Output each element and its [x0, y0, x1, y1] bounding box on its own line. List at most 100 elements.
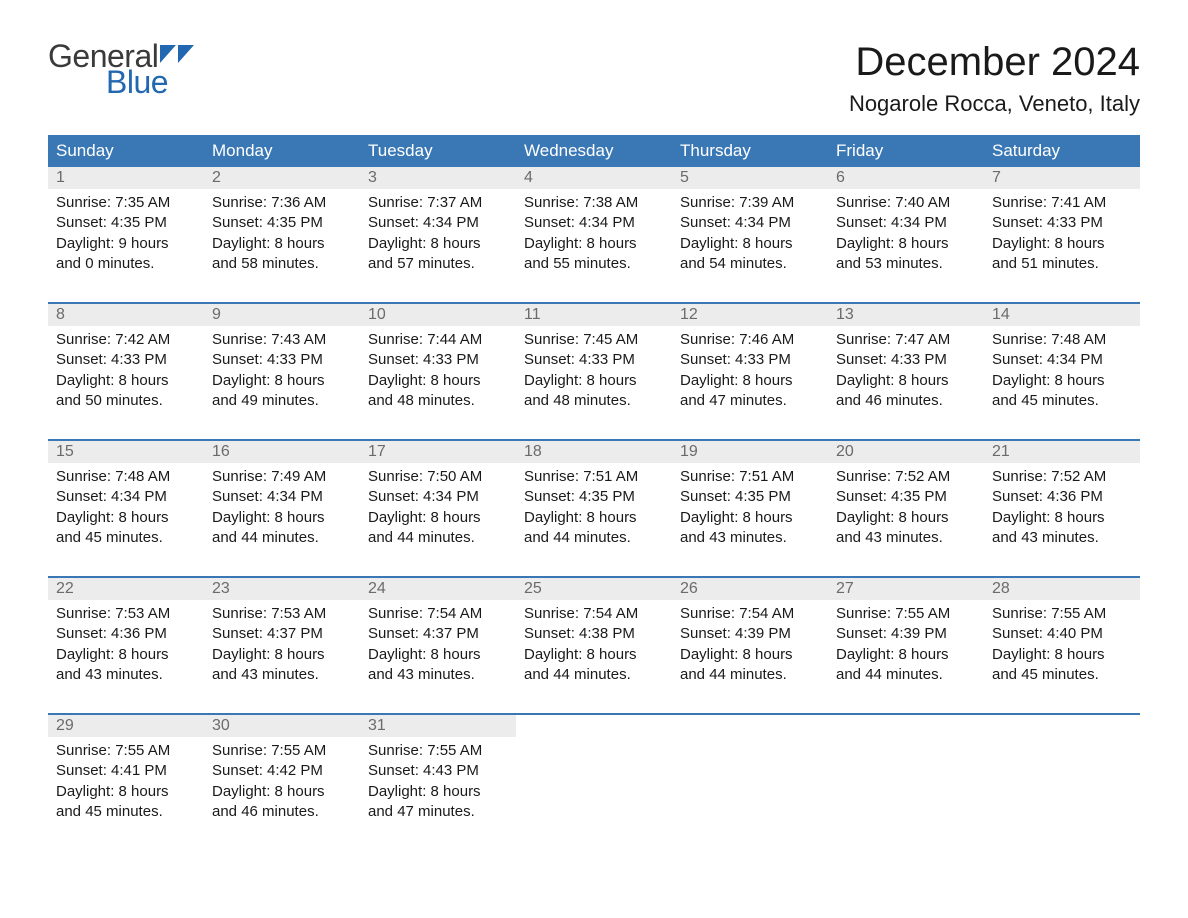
day-number: 15 [48, 441, 204, 463]
dow-sunday: Sunday [48, 135, 204, 167]
day-detail-row: Sunrise: 7:55 AMSunset: 4:41 PMDaylight:… [48, 737, 1140, 850]
day-sunset: Sunset: 4:41 PM [56, 761, 196, 781]
day-detail: Sunrise: 7:55 AMSunset: 4:43 PMDaylight:… [360, 737, 516, 850]
day-sunset: Sunset: 4:38 PM [524, 624, 664, 644]
day-sunset: Sunset: 4:34 PM [524, 213, 664, 233]
day-number: 16 [204, 441, 360, 463]
day-sunset: Sunset: 4:34 PM [212, 487, 352, 507]
dow-friday: Friday [828, 135, 984, 167]
empty-cell [516, 715, 672, 737]
day-number: 2 [204, 167, 360, 189]
location-subtitle: Nogarole Rocca, Veneto, Italy [849, 91, 1140, 117]
day-sunset: Sunset: 4:35 PM [212, 213, 352, 233]
day-sunrise: Sunrise: 7:50 AM [368, 467, 508, 487]
day-number: 8 [48, 304, 204, 326]
day-detail: Sunrise: 7:38 AMSunset: 4:34 PMDaylight:… [516, 189, 672, 303]
day-d2: and 43 minutes. [368, 665, 508, 685]
day-sunset: Sunset: 4:33 PM [992, 213, 1132, 233]
day-d1: Daylight: 8 hours [212, 645, 352, 665]
day-number: 18 [516, 441, 672, 463]
day-number: 6 [828, 167, 984, 189]
day-d2: and 49 minutes. [212, 391, 352, 411]
day-d1: Daylight: 8 hours [56, 782, 196, 802]
day-detail: Sunrise: 7:55 AMSunset: 4:39 PMDaylight:… [828, 600, 984, 714]
day-sunrise: Sunrise: 7:51 AM [680, 467, 820, 487]
day-d1: Daylight: 8 hours [524, 234, 664, 254]
day-d2: and 44 minutes. [524, 528, 664, 548]
day-detail-row: Sunrise: 7:42 AMSunset: 4:33 PMDaylight:… [48, 326, 1140, 440]
day-detail: Sunrise: 7:54 AMSunset: 4:39 PMDaylight:… [672, 600, 828, 714]
day-number: 13 [828, 304, 984, 326]
day-detail: Sunrise: 7:43 AMSunset: 4:33 PMDaylight:… [204, 326, 360, 440]
day-d2: and 47 minutes. [680, 391, 820, 411]
day-d2: and 55 minutes. [524, 254, 664, 274]
day-d1: Daylight: 8 hours [992, 508, 1132, 528]
day-detail: Sunrise: 7:40 AMSunset: 4:34 PMDaylight:… [828, 189, 984, 303]
day-detail: Sunrise: 7:35 AMSunset: 4:35 PMDaylight:… [48, 189, 204, 303]
day-number: 20 [828, 441, 984, 463]
day-sunrise: Sunrise: 7:39 AM [680, 193, 820, 213]
day-sunrise: Sunrise: 7:40 AM [836, 193, 976, 213]
day-d1: Daylight: 8 hours [992, 371, 1132, 391]
day-sunrise: Sunrise: 7:55 AM [212, 741, 352, 761]
day-d1: Daylight: 8 hours [368, 234, 508, 254]
day-sunset: Sunset: 4:34 PM [368, 213, 508, 233]
day-sunset: Sunset: 4:39 PM [836, 624, 976, 644]
day-d1: Daylight: 8 hours [368, 645, 508, 665]
day-d1: Daylight: 8 hours [524, 508, 664, 528]
day-number: 21 [984, 441, 1140, 463]
day-d2: and 44 minutes. [836, 665, 976, 685]
day-sunset: Sunset: 4:34 PM [992, 350, 1132, 370]
empty-cell [828, 715, 984, 737]
day-d1: Daylight: 8 hours [524, 645, 664, 665]
dow-thursday: Thursday [672, 135, 828, 167]
day-d2: and 43 minutes. [992, 528, 1132, 548]
day-sunset: Sunset: 4:37 PM [212, 624, 352, 644]
day-d1: Daylight: 8 hours [56, 645, 196, 665]
day-number: 26 [672, 578, 828, 600]
day-sunrise: Sunrise: 7:53 AM [212, 604, 352, 624]
day-number: 3 [360, 167, 516, 189]
day-d2: and 44 minutes. [524, 665, 664, 685]
empty-cell [984, 737, 1140, 850]
dow-tuesday: Tuesday [360, 135, 516, 167]
day-sunset: Sunset: 4:34 PM [680, 213, 820, 233]
day-d2: and 57 minutes. [368, 254, 508, 274]
day-d1: Daylight: 8 hours [212, 508, 352, 528]
day-d2: and 43 minutes. [56, 665, 196, 685]
day-d2: and 43 minutes. [212, 665, 352, 685]
day-d1: Daylight: 8 hours [680, 234, 820, 254]
day-sunrise: Sunrise: 7:37 AM [368, 193, 508, 213]
day-d1: Daylight: 8 hours [992, 645, 1132, 665]
day-sunrise: Sunrise: 7:38 AM [524, 193, 664, 213]
day-d2: and 46 minutes. [836, 391, 976, 411]
day-detail: Sunrise: 7:53 AMSunset: 4:37 PMDaylight:… [204, 600, 360, 714]
day-d1: Daylight: 8 hours [680, 371, 820, 391]
empty-cell [828, 737, 984, 850]
day-sunrise: Sunrise: 7:36 AM [212, 193, 352, 213]
title-block: December 2024 Nogarole Rocca, Veneto, It… [849, 40, 1140, 117]
day-detail: Sunrise: 7:51 AMSunset: 4:35 PMDaylight:… [516, 463, 672, 577]
day-sunrise: Sunrise: 7:35 AM [56, 193, 196, 213]
day-of-week-header: Sunday Monday Tuesday Wednesday Thursday… [48, 135, 1140, 167]
day-d2: and 45 minutes. [992, 665, 1132, 685]
empty-cell [672, 715, 828, 737]
day-sunrise: Sunrise: 7:42 AM [56, 330, 196, 350]
day-sunrise: Sunrise: 7:44 AM [368, 330, 508, 350]
day-d2: and 45 minutes. [56, 528, 196, 548]
day-d2: and 0 minutes. [56, 254, 196, 274]
day-number: 7 [984, 167, 1140, 189]
day-sunset: Sunset: 4:33 PM [836, 350, 976, 370]
day-d1: Daylight: 8 hours [212, 371, 352, 391]
day-sunrise: Sunrise: 7:52 AM [992, 467, 1132, 487]
day-sunset: Sunset: 4:35 PM [680, 487, 820, 507]
day-number-row: 22232425262728 [48, 578, 1140, 600]
day-detail: Sunrise: 7:51 AMSunset: 4:35 PMDaylight:… [672, 463, 828, 577]
day-sunrise: Sunrise: 7:52 AM [836, 467, 976, 487]
day-number-row: 15161718192021 [48, 441, 1140, 463]
day-sunset: Sunset: 4:33 PM [212, 350, 352, 370]
day-d1: Daylight: 8 hours [212, 782, 352, 802]
day-number: 27 [828, 578, 984, 600]
day-detail: Sunrise: 7:55 AMSunset: 4:40 PMDaylight:… [984, 600, 1140, 714]
day-sunrise: Sunrise: 7:53 AM [56, 604, 196, 624]
